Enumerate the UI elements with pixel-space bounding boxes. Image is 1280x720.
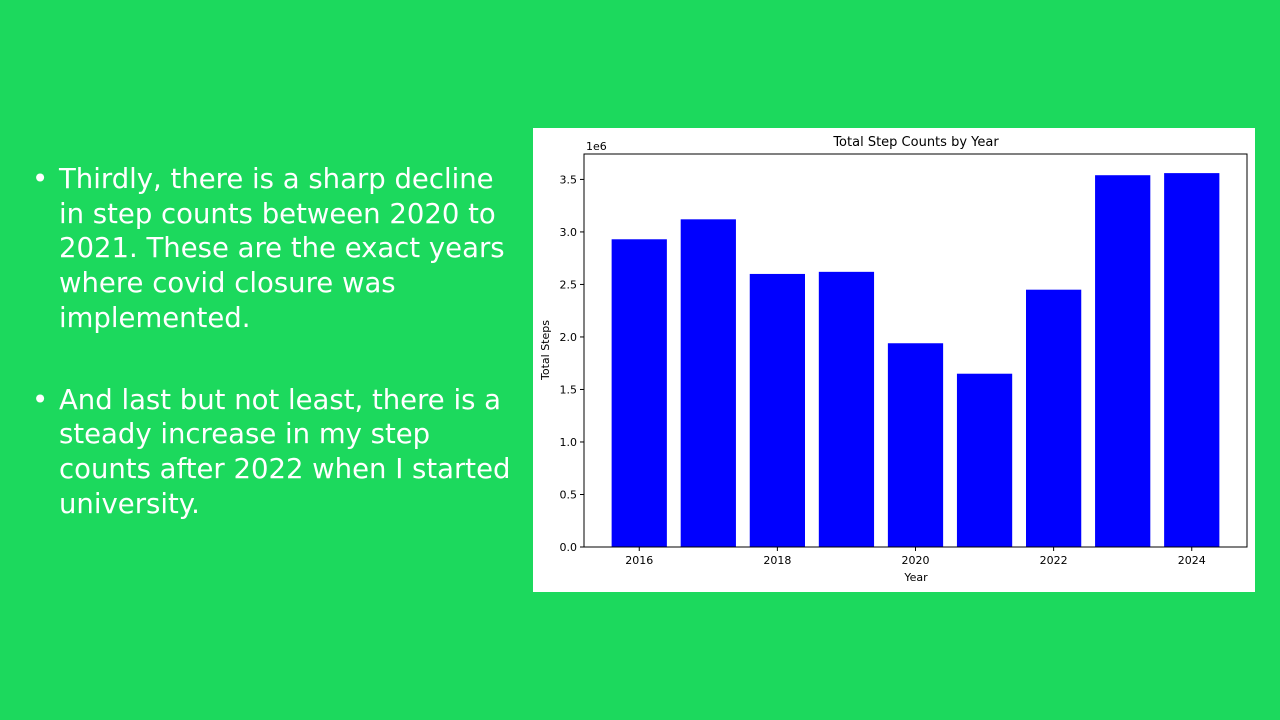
bar-2017 (680, 219, 736, 547)
y-axis-label: Total Steps (539, 320, 552, 381)
y-tick-label: 1.5 (560, 383, 578, 396)
bar-2020 (887, 343, 944, 547)
y-tick-label: 1.0 (560, 436, 578, 449)
y-tick-label: 2.0 (560, 331, 578, 344)
x-tick-label: 2020 (902, 554, 930, 567)
bar-2024 (1164, 173, 1220, 547)
y-axis: 0.0 0.5 1.0 1.5 2.0 2.5 3.0 3.5 (560, 173, 584, 554)
bullet-item: • And last but not least, there is a ste… (32, 383, 512, 522)
bar-2016 (611, 239, 667, 547)
bullet-dot: • (32, 383, 49, 416)
bullet-text: Thirdly, there is a sharp decline in ste… (59, 163, 505, 334)
y-tick-label: 2.5 (560, 278, 578, 291)
bar-2018 (749, 273, 805, 547)
bullet-text: And last but not least, there is a stead… (59, 383, 511, 520)
y-offset-label: 1e6 (586, 140, 607, 153)
bar-chart: Total Step Counts by Year 1e6 0.0 0.5 1.0 1… (533, 128, 1255, 592)
x-axis: 2016 2018 2020 2022 2024 (625, 547, 1206, 567)
bar-2021 (956, 373, 1013, 547)
bullet-list: • Thirdly, there is a sharp decline in s… (32, 162, 512, 568)
y-tick-label: 0.0 (560, 541, 578, 554)
x-tick-label: 2024 (1178, 554, 1206, 567)
x-tick-label: 2018 (763, 554, 791, 567)
bullet-item: • Thirdly, there is a sharp decline in s… (32, 162, 512, 336)
y-tick-label: 3.5 (560, 173, 578, 186)
bar-2023 (1095, 175, 1151, 548)
bar-2022 (1026, 289, 1082, 547)
x-tick-label: 2016 (625, 554, 653, 567)
x-tick-label: 2022 (1040, 554, 1068, 567)
bar-2019 (818, 271, 875, 547)
chart-title: Total Step Counts by Year (832, 135, 999, 150)
chart-svg: Total Step Counts by Year 1e6 0.0 0.5 1.0 1… (539, 135, 1248, 584)
x-axis-label: Year (903, 571, 928, 584)
y-tick-label: 3.0 (560, 226, 578, 239)
bullet-dot: • (32, 163, 49, 195)
y-tick-label: 0.5 (560, 488, 578, 501)
bars-group (611, 173, 1220, 548)
